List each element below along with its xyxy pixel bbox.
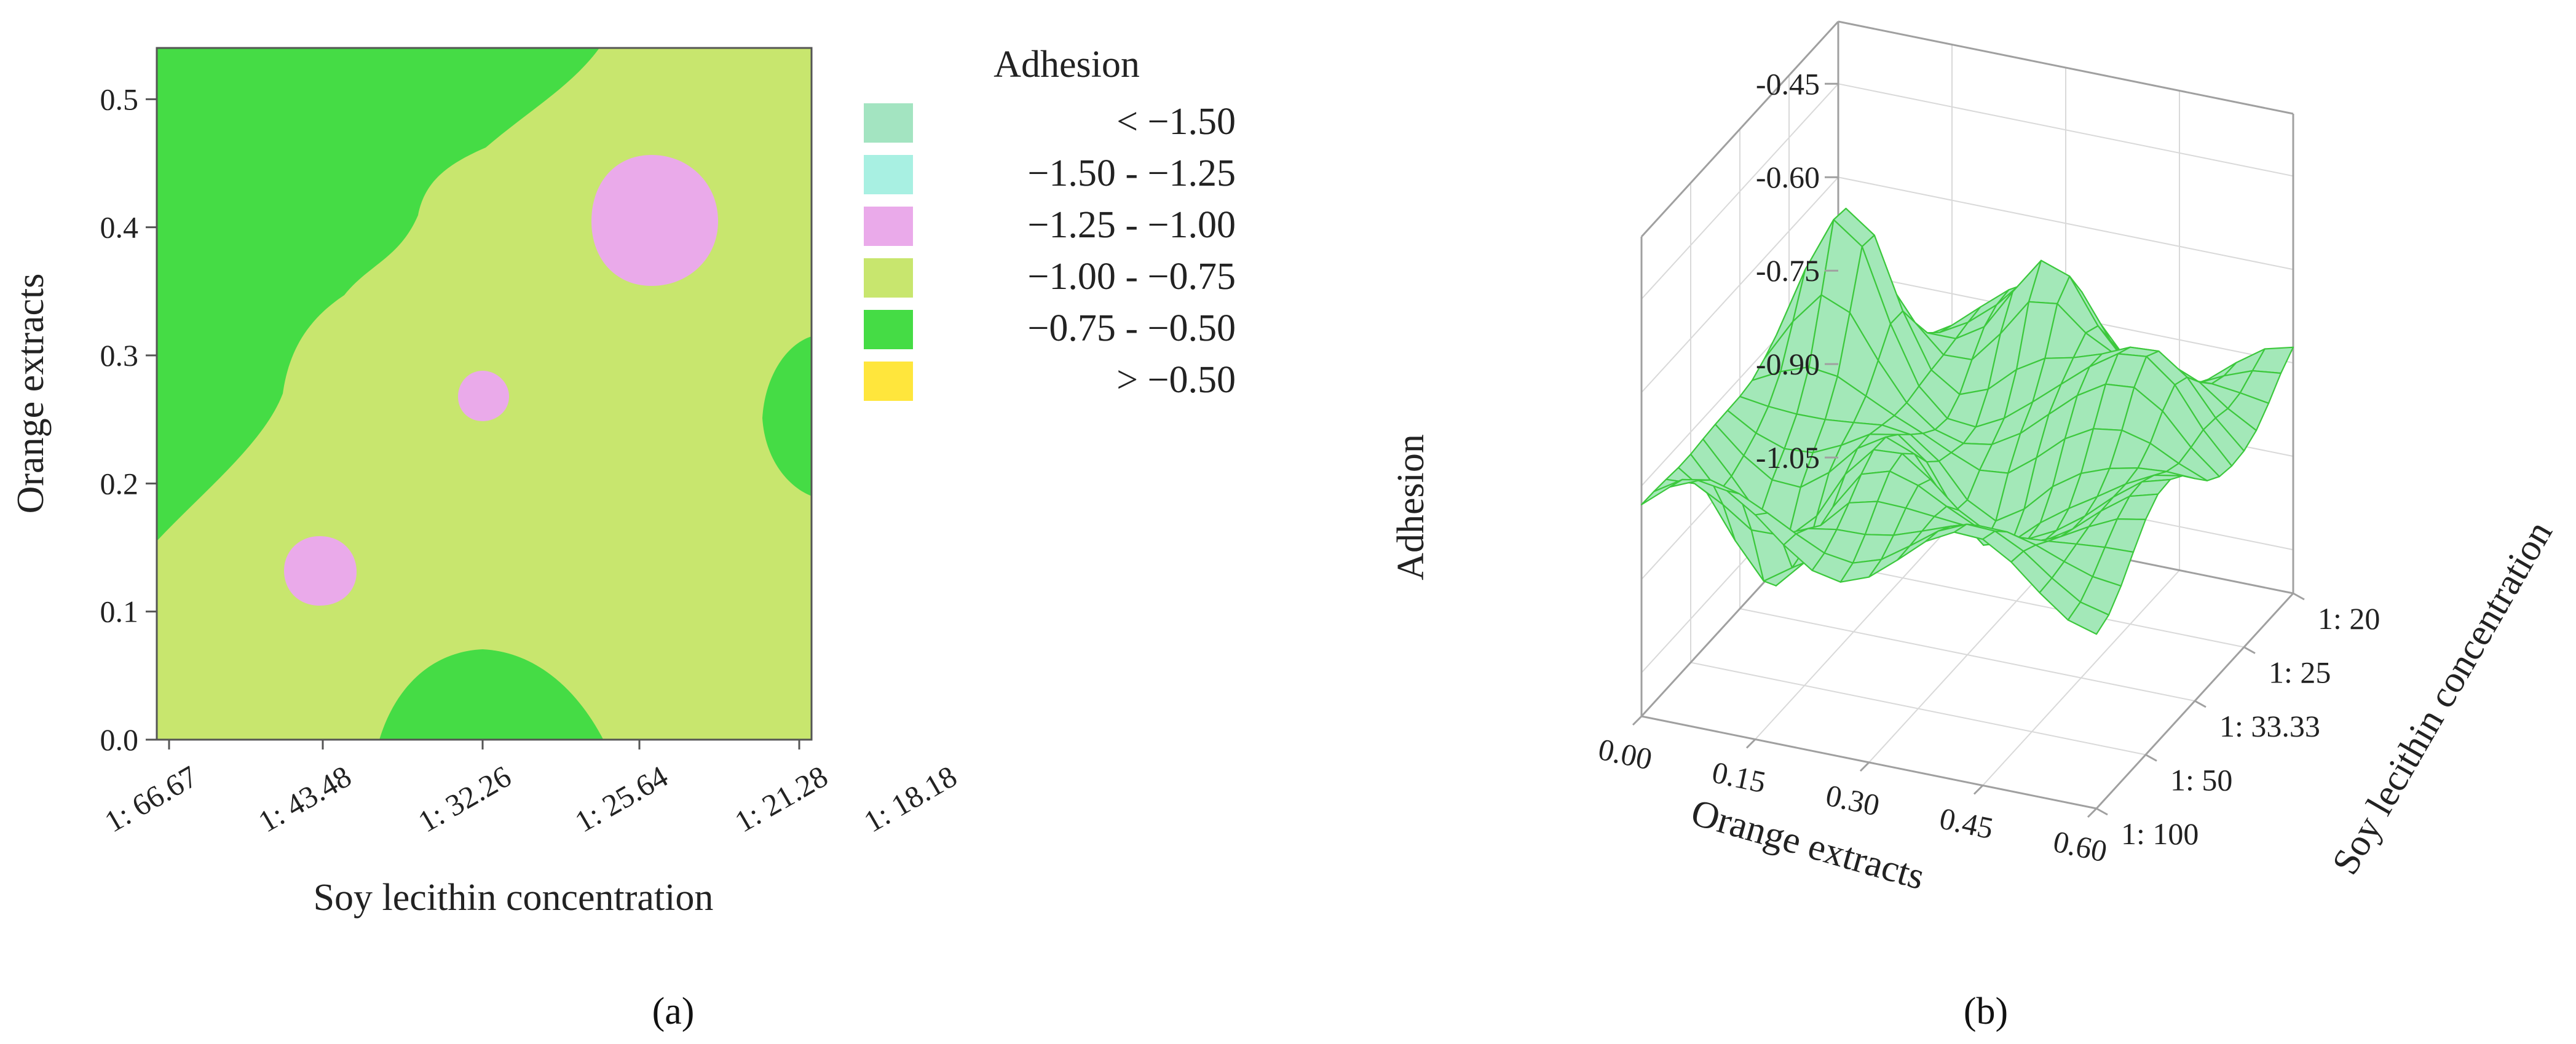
back-wall-grid-line	[1838, 176, 2294, 271]
y-tick-mark	[2096, 807, 2108, 816]
contour-plot-frame	[156, 47, 813, 741]
y-tick-mark	[2145, 754, 2157, 762]
axes-box-edge	[1838, 20, 2294, 115]
contour-x-tick-label: 1: 32.26	[413, 759, 517, 839]
x-tick-label: 0.45	[1937, 801, 1996, 845]
surface-x-axis-label: Orange extracts	[1686, 791, 1929, 898]
contour-x-tick-label: 1: 21.28	[729, 759, 834, 839]
contour-panel: 0.0 0.1 0.2 0.3 0.4 0.5 1: 66.67 1: 43.48 1: 32.…	[10, 44, 1236, 1032]
y-tick-label: 1: 25	[2269, 655, 2331, 690]
legend-swatch	[864, 155, 913, 194]
contour-spot-2	[458, 371, 509, 421]
contour-y-tick-label: 0.4	[100, 210, 139, 245]
y-tick-mark	[2243, 646, 2256, 654]
legend-label: −1.25 - −1.00	[1027, 204, 1236, 246]
x-tick-mark	[1859, 761, 1870, 772]
legend-label: < −1.50	[1116, 101, 1236, 143]
z-tick-label: -0.60	[1756, 160, 1820, 194]
axes-box-edge	[1640, 20, 1839, 238]
legend-swatch	[864, 258, 913, 298]
x-tick-label: 0.30	[1823, 778, 1883, 823]
x-tick-mark	[2087, 807, 2098, 818]
contour-legend: Adhesion < −1.50 −1.50 - −1.25 −1.25 - −1.0…	[864, 44, 1236, 401]
legend-label: > −0.50	[1116, 359, 1236, 401]
surface-mesh	[1640, 208, 2294, 635]
contour-y-tick-label: 0.3	[100, 338, 139, 373]
contour-region-bottom-center	[379, 649, 604, 740]
contour-x-tick-label: 1: 66.67	[99, 759, 203, 839]
legend-swatch	[864, 103, 913, 143]
contour-region-upper-left	[157, 48, 599, 541]
surface-cell	[2067, 601, 2110, 635]
legend-label: −0.75 - −0.50	[1027, 307, 1236, 349]
y-tick-label: 1: 100	[2121, 817, 2199, 851]
y-tick-mark	[2293, 592, 2305, 601]
x-tick-label: 0.60	[2050, 824, 2110, 869]
y-tick-label: 1: 20	[2318, 601, 2380, 636]
legend-title: Adhesion	[994, 44, 1140, 85]
legend-label: −1.00 - −0.75	[1027, 256, 1236, 298]
contour-y-axis-label: Orange extracts	[10, 274, 52, 514]
contour-x-tick-label: 1: 18.18	[858, 759, 963, 839]
contour-spot-3	[591, 155, 718, 286]
z-tick-label: -0.45	[1756, 66, 1820, 101]
legend-label: −1.50 - −1.25	[1027, 152, 1236, 194]
z-tick-label: -0.75	[1756, 253, 1820, 288]
floor-grid-line	[1739, 608, 2195, 702]
x-tick-mark	[1973, 785, 1984, 795]
contour-y-tick-label: 0.0	[100, 722, 139, 757]
legend-swatch	[864, 310, 913, 349]
surface-ticks: -0.45 -0.60 -0.75 -0.90 -1.05 0.00 0.15 0.30 0.4…	[1595, 66, 2380, 869]
x-tick-label: 0.15	[1709, 754, 1769, 799]
contour-region-right-edge	[762, 336, 812, 496]
floor-grid-line	[1982, 569, 2180, 786]
z-tick-label: -0.90	[1756, 347, 1820, 381]
surface-panel: -0.45 -0.60 -0.75 -0.90 -1.05 0.00 0.15 0.30 0.4…	[1390, 20, 2561, 1032]
back-wall-grid-line	[1838, 83, 2294, 177]
contour-x-tick-label: 1: 25.64	[569, 759, 674, 839]
y-tick-label: 1: 33.33	[2219, 709, 2320, 743]
surface-z-axis-label: Adhesion	[1390, 434, 1432, 580]
y-tick-label: 1: 50	[2170, 763, 2232, 797]
surface-y-axis-label: Soy lecithin concentration	[2325, 514, 2561, 882]
contour-y-tick-label: 0.1	[100, 595, 139, 629]
contour-x-axis-label: Soy lecithin concentration	[314, 877, 714, 919]
legend-swatch	[864, 207, 913, 246]
side-wall-grid-line	[1641, 83, 1839, 299]
contour-x-tick-label: 1: 43.48	[253, 759, 357, 839]
x-tick-label: 0.00	[1595, 732, 1655, 777]
side-wall-grid-line	[1641, 176, 1839, 393]
legend-swatch	[864, 362, 913, 401]
contour-y-tick-label: 0.5	[100, 82, 139, 116]
x-tick-mark	[1745, 738, 1756, 749]
contour-spot-1	[284, 536, 357, 606]
y-tick-mark	[2194, 700, 2207, 708]
z-tick-label: -1.05	[1756, 440, 1820, 475]
contour-y-tick-label: 0.2	[100, 466, 139, 500]
x-tick-mark	[1632, 715, 1643, 726]
panel-label-a: (a)	[652, 991, 695, 1032]
panel-label-b: (b)	[1964, 991, 2008, 1032]
